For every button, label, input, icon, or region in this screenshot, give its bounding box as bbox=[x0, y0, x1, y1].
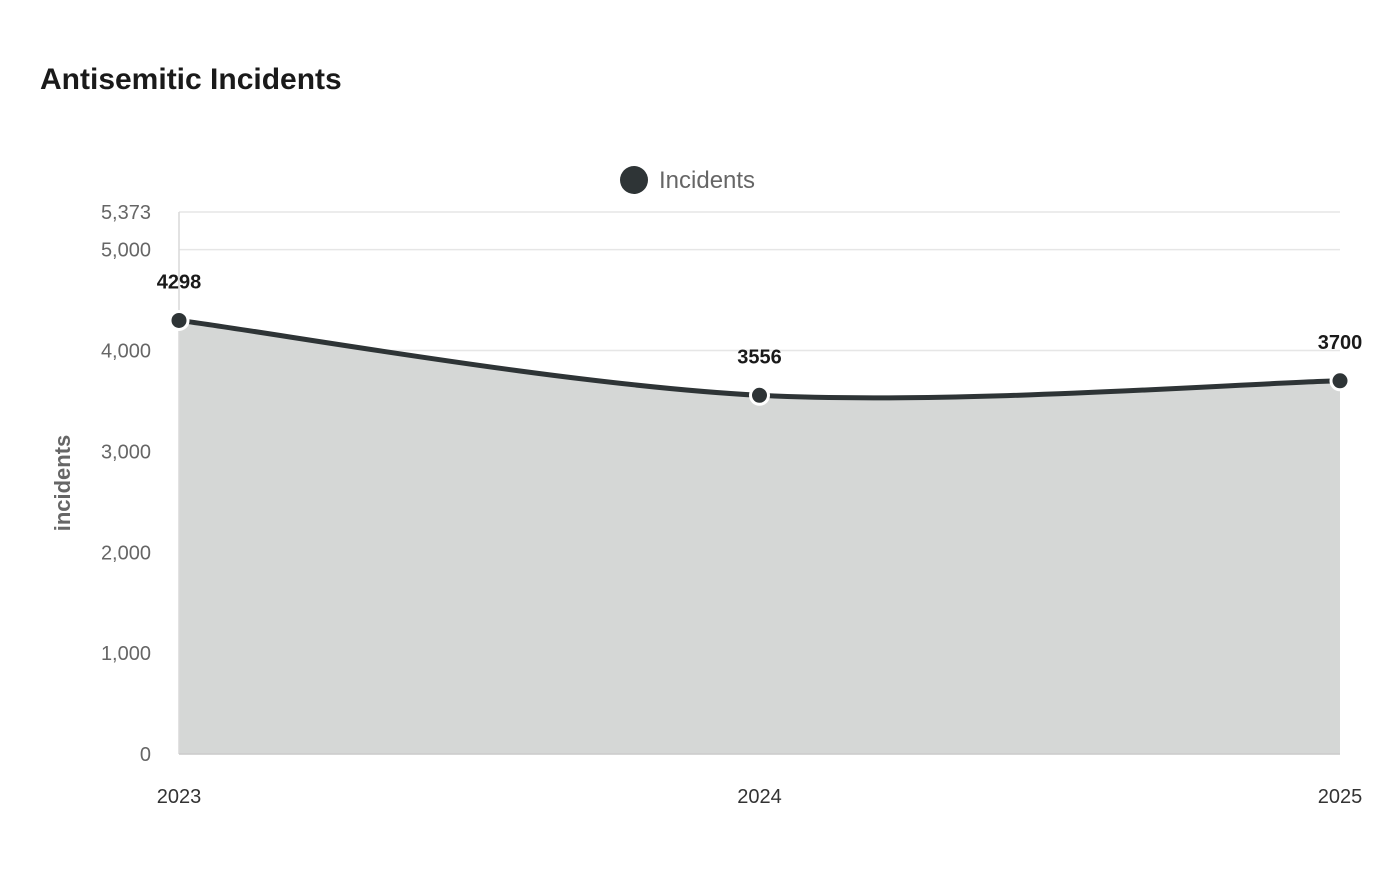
data-label: 3556 bbox=[737, 346, 782, 368]
legend[interactable]: Incidents bbox=[620, 166, 755, 194]
data-label: 3700 bbox=[1318, 332, 1363, 354]
x-tick-label: 2024 bbox=[737, 786, 782, 808]
data-point[interactable] bbox=[1329, 370, 1351, 392]
axis-layer: 2023 2024 2025 bbox=[157, 212, 1363, 808]
y-tick-label: 5,000 bbox=[101, 240, 151, 262]
x-tick-label: 2025 bbox=[1318, 786, 1363, 808]
chart-title: Antisemitic Incidents bbox=[40, 63, 342, 96]
data-label: 4298 bbox=[157, 271, 202, 293]
y-tick-label: 1,000 bbox=[101, 643, 151, 665]
y-tick-label: 2,000 bbox=[101, 542, 151, 564]
data-point[interactable] bbox=[749, 384, 770, 406]
y-tick-label: 0 bbox=[140, 744, 151, 766]
x-tick-label: 2023 bbox=[157, 786, 202, 808]
label-layer: 4298 3556 3700 bbox=[157, 271, 1363, 368]
y-tick-label: 3,000 bbox=[101, 441, 151, 463]
area-incidents bbox=[179, 320, 1340, 754]
y-tick-label: 5,373 bbox=[101, 202, 151, 224]
legend-label-incidents[interactable]: Incidents bbox=[659, 167, 755, 194]
y-axis-title: incidents bbox=[50, 435, 75, 532]
y-tick-label: 4,000 bbox=[101, 341, 151, 363]
data-point[interactable] bbox=[168, 309, 190, 331]
legend-marker-incidents[interactable] bbox=[620, 166, 648, 194]
area-layer bbox=[179, 320, 1340, 754]
marker-layer bbox=[168, 309, 1351, 406]
